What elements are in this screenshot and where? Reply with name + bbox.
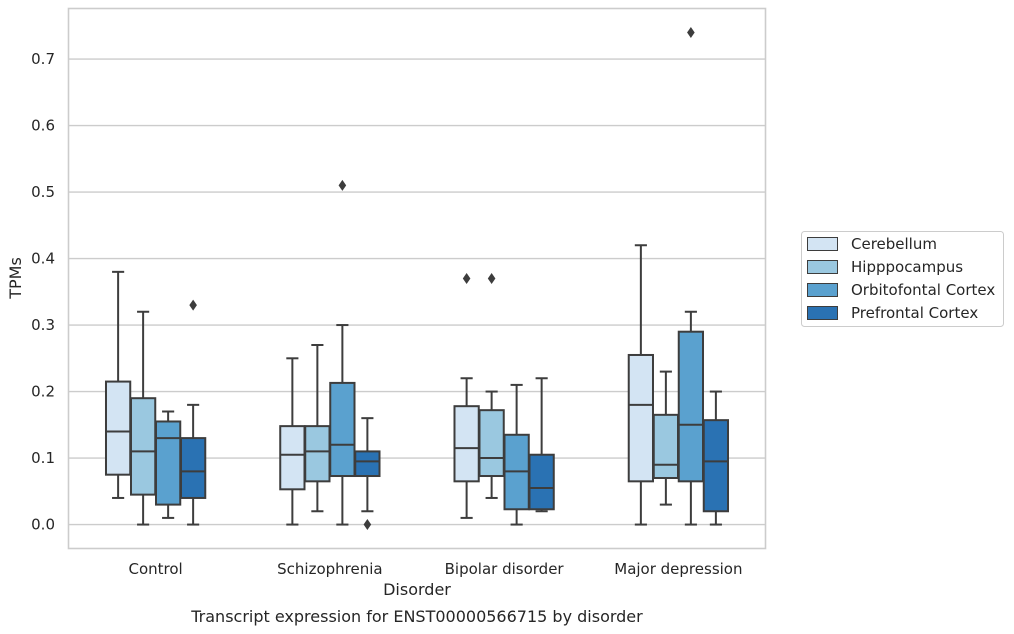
plot-area-frame [67, 7, 767, 550]
box-plot [627, 244, 654, 526]
box [279, 425, 306, 491]
box-plot [329, 179, 356, 526]
outlier-point [338, 179, 347, 191]
box [129, 397, 157, 496]
series-group [104, 244, 654, 526]
y-tick-label: 0.1 [31, 449, 55, 467]
outlier-point [487, 273, 496, 284]
y-tick-label: 0.5 [31, 183, 55, 201]
y-tick-label: 0.6 [31, 117, 55, 135]
legend-label: Hipppocampus [851, 258, 963, 276]
series-group [180, 299, 730, 531]
box [528, 453, 555, 511]
series-group [155, 26, 705, 526]
box [304, 425, 331, 483]
legend-label: Cerebellum [851, 235, 937, 253]
legend-swatch [807, 260, 838, 274]
outlier-point [462, 273, 471, 284]
y-axis-label: TPMs [6, 257, 25, 300]
outlier-point [363, 519, 372, 531]
box [155, 420, 182, 506]
box [478, 409, 505, 478]
legend-label: Prefrontal Cortex [851, 304, 978, 322]
box-plot [702, 390, 730, 526]
series-group [129, 273, 679, 526]
box-plot-series [104, 26, 730, 531]
legend-swatch [807, 237, 838, 251]
legend-label: Orbitofontal Cortex [851, 281, 995, 299]
legend-frame [801, 231, 1004, 327]
box-plot [354, 417, 381, 531]
box-plot [478, 273, 505, 499]
legend-swatch [807, 283, 838, 297]
box [104, 380, 132, 476]
box-plot [279, 357, 306, 526]
box [627, 353, 654, 483]
y-tick-label: 0.2 [31, 383, 55, 401]
legend-items: Cerebellum Hipppocampus Orbitofontal Corte… [807, 235, 995, 322]
box-plot [453, 273, 480, 519]
box-plot [528, 377, 555, 513]
x-tick-label: Major depression [614, 560, 742, 578]
y-tick-label: 0.4 [31, 250, 55, 268]
legend: Cerebellum Hipppocampus Orbitofontal Corte… [801, 231, 1004, 327]
legend-swatch [807, 306, 838, 320]
box-plot [677, 26, 705, 526]
box [329, 381, 356, 478]
box-plot [104, 270, 132, 499]
x-tick-label: Schizophrenia [277, 560, 382, 578]
box-plot [304, 344, 331, 513]
chart-caption: Transcript expression for ENST0000056671… [190, 607, 643, 626]
box-plot [180, 299, 207, 526]
box-plot [129, 310, 157, 526]
box [180, 437, 207, 499]
outlier-point [687, 26, 695, 38]
outlier-point [189, 299, 197, 311]
y-axis-ticks: 0.0 0.1 0.2 0.3 0.4 0.5 0.6 0.7 [31, 50, 55, 534]
x-tick-label: Control [129, 560, 183, 578]
box [677, 330, 705, 483]
y-tick-label: 0.7 [31, 50, 55, 68]
y-tick-label: 0.3 [31, 316, 55, 334]
box [652, 413, 679, 480]
box-plot [503, 383, 530, 526]
box-plot [155, 410, 182, 519]
box [354, 450, 381, 478]
box [453, 405, 480, 483]
box [702, 419, 730, 513]
x-axis-label: Disorder [383, 580, 451, 599]
x-axis-ticks: Control Schizophrenia Bipolar disorder Majo… [129, 560, 743, 578]
y-tick-label: 0.0 [31, 516, 55, 534]
x-tick-label: Bipolar disorder [445, 560, 565, 578]
